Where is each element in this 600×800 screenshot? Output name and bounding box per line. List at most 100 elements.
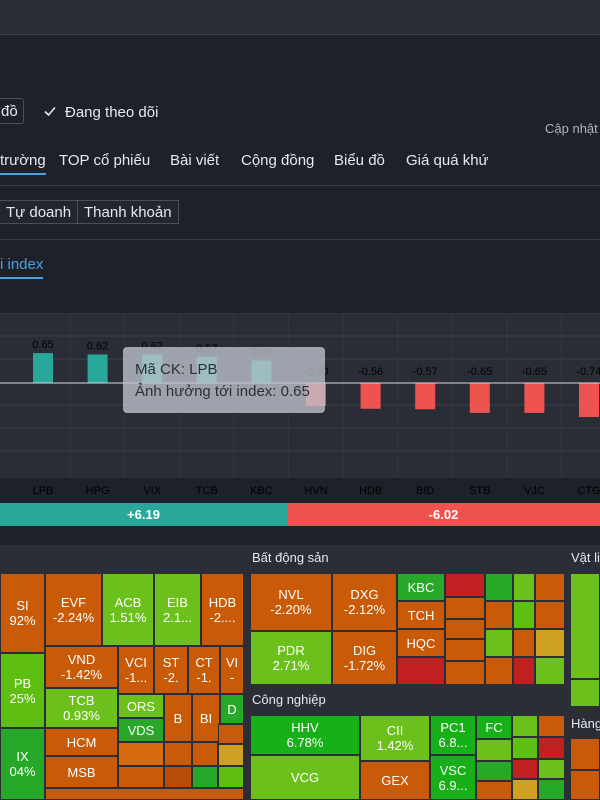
heatmap-cell-small[interactable] bbox=[445, 639, 485, 661]
tab-market[interactable]: trường bbox=[0, 152, 46, 175]
heatmap-cell-small[interactable] bbox=[485, 601, 513, 629]
cell-change: 6.8... bbox=[438, 735, 468, 750]
heatmap-cell-small[interactable] bbox=[192, 766, 218, 788]
heatmap-cell-small[interactable] bbox=[476, 739, 512, 761]
tab-charts[interactable]: Biểu đồ bbox=[334, 152, 385, 169]
heatmap-cell-small[interactable] bbox=[445, 661, 485, 685]
heatmap-cell-small[interactable] bbox=[218, 724, 244, 744]
heatmap-cell-small[interactable] bbox=[445, 619, 485, 639]
partial-button[interactable]: đồ bbox=[0, 98, 24, 124]
bar-value-label: 0.62 bbox=[87, 340, 108, 352]
heatmap-cell-small[interactable] bbox=[512, 759, 538, 779]
heatmap-cell-small[interactable] bbox=[535, 601, 565, 629]
heatmap-cell-small[interactable] bbox=[445, 597, 485, 619]
heatmap-cell[interactable]: VI - bbox=[220, 646, 244, 694]
heatmap-cell-small[interactable] bbox=[513, 629, 535, 657]
heatmap-cell-small[interactable] bbox=[538, 759, 565, 779]
heatmap-cell-small[interactable] bbox=[218, 766, 244, 788]
tab-history[interactable]: Giá quá khứ bbox=[406, 152, 489, 169]
heatmap-cell[interactable]: HQC bbox=[397, 629, 445, 657]
heatmap-cell[interactable]: DIG -1.72% bbox=[332, 631, 397, 685]
heatmap-cell[interactable]: PC1 6.8... bbox=[430, 715, 476, 755]
heatmap-cell-small[interactable] bbox=[512, 737, 538, 759]
cell-code: VCG bbox=[290, 770, 320, 785]
subtab-liquidity[interactable]: Thanh khoản bbox=[77, 200, 179, 224]
heatmap-cell-small[interactable] bbox=[164, 766, 192, 788]
heatmap-cell-small[interactable] bbox=[164, 742, 192, 766]
heatmap-cell-small[interactable] bbox=[118, 742, 164, 766]
tab-articles[interactable]: Bài viết bbox=[170, 152, 220, 169]
heatmap-cell[interactable]: TCH bbox=[397, 601, 445, 629]
heatmap-cell-small[interactable] bbox=[485, 657, 513, 685]
heatmap-cell[interactable]: HCM bbox=[45, 728, 118, 756]
tab-community[interactable]: Cộng đồng bbox=[241, 152, 315, 169]
heatmap-cell-small[interactable] bbox=[538, 737, 565, 759]
heatmap-cell-small[interactable] bbox=[485, 629, 513, 657]
tab-top-stocks[interactable]: TOP cổ phiếu bbox=[59, 152, 151, 169]
heatmap-cell-small[interactable] bbox=[535, 629, 565, 657]
heatmap-cell[interactable]: VDS bbox=[118, 718, 164, 742]
cell-code: EIB bbox=[167, 594, 188, 610]
heatmap-cell[interactable]: HHV 6.78% bbox=[250, 715, 360, 755]
heatmap-cell[interactable]: MSB bbox=[45, 756, 118, 788]
heatmap-cell-small[interactable] bbox=[512, 779, 538, 800]
partial-button-label: đồ bbox=[1, 102, 18, 120]
summary-positive-value: +6.19 bbox=[127, 507, 160, 522]
bar bbox=[33, 353, 53, 383]
cell-code: VI bbox=[225, 655, 239, 670]
heatmap-cell[interactable]: SI 92% bbox=[0, 573, 45, 653]
heatmap-cell-small[interactable] bbox=[485, 573, 513, 601]
heatmap-cell-small[interactable] bbox=[570, 573, 600, 679]
heatmap-cell-small[interactable] bbox=[535, 573, 565, 601]
heatmap-cell-small[interactable] bbox=[192, 742, 218, 766]
heatmap-cell-small[interactable] bbox=[445, 573, 485, 597]
heatmap-cell[interactable]: CII 1.42% bbox=[360, 715, 430, 761]
heatmap-cell-small[interactable] bbox=[397, 657, 445, 685]
heatmap-cell[interactable]: ACB 1.51% bbox=[102, 573, 154, 646]
heatmap-cell[interactable]: FC bbox=[476, 715, 512, 739]
heatmap-cell[interactable]: CT -1. bbox=[188, 646, 220, 694]
heatmap-cell-small[interactable] bbox=[570, 770, 600, 800]
heatmap-cell-small[interactable] bbox=[476, 781, 512, 800]
heatmap-cell[interactable]: ORS bbox=[118, 694, 164, 718]
heatmap-cell[interactable]: BI bbox=[192, 694, 220, 742]
heatmap-cell-small[interactable] bbox=[535, 657, 565, 685]
heatmap-cell[interactable]: VCI -1... bbox=[118, 646, 154, 694]
heatmap-cell[interactable]: PB 25% bbox=[0, 653, 45, 728]
heatmap-cell[interactable]: EVF -2.24% bbox=[45, 573, 102, 646]
heatmap-cell[interactable]: D bbox=[220, 694, 244, 724]
heatmap-cell[interactable]: IX 04% bbox=[0, 728, 45, 800]
heatmap-cell[interactable]: VND -1.42% bbox=[45, 646, 118, 688]
heatmap-cell-small[interactable] bbox=[538, 779, 565, 800]
cell-code: TCB bbox=[68, 693, 95, 708]
chart-section-label[interactable]: i index bbox=[0, 256, 44, 279]
x-tick-label: VJC bbox=[524, 485, 545, 497]
heatmap-cell-small[interactable] bbox=[570, 738, 600, 770]
heatmap-cell-small[interactable] bbox=[570, 679, 600, 707]
subtab-proprietary[interactable]: Tự doanh bbox=[0, 200, 79, 224]
heatmap-cell[interactable]: VSC 6.9... bbox=[430, 755, 476, 800]
heatmap-cell[interactable]: DXG -2.12% bbox=[332, 573, 397, 631]
heatmap-cell-small[interactable] bbox=[476, 761, 512, 781]
heatmap-cell[interactable]: GEX bbox=[360, 761, 430, 800]
heatmap-cell-small[interactable] bbox=[513, 657, 535, 685]
heatmap-cell[interactable]: TCB 0.93% bbox=[45, 688, 118, 728]
heatmap-cell[interactable]: PDR 2.71% bbox=[250, 631, 332, 685]
heatmap-cell[interactable]: ST -2. bbox=[154, 646, 188, 694]
cell-change: 2.1... bbox=[163, 609, 192, 625]
x-tick-label: VIX bbox=[143, 485, 161, 497]
heatmap-cell[interactable]: EIB 2.1... bbox=[154, 573, 201, 646]
follow-button[interactable]: Đang theo dõi bbox=[44, 101, 158, 123]
heatmap-cell[interactable]: VCG bbox=[250, 755, 360, 800]
heatmap-cell-small[interactable] bbox=[512, 715, 538, 737]
heatmap-cell-small[interactable] bbox=[538, 715, 565, 737]
heatmap-cell-small[interactable] bbox=[513, 601, 535, 629]
heatmap-cell[interactable]: HDB -2.... bbox=[201, 573, 244, 646]
heatmap-cell-small[interactable] bbox=[513, 573, 535, 601]
heatmap-cell-small[interactable] bbox=[45, 788, 244, 800]
heatmap-cell-small[interactable] bbox=[218, 744, 244, 766]
heatmap-cell[interactable]: B bbox=[164, 694, 192, 742]
heatmap-cell-small[interactable] bbox=[118, 766, 164, 788]
heatmap-cell[interactable]: KBC bbox=[397, 573, 445, 601]
heatmap-cell[interactable]: NVL -2.20% bbox=[250, 573, 332, 631]
